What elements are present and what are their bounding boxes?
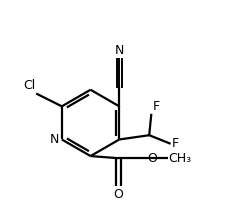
Text: CH₃: CH₃: [168, 152, 191, 165]
Text: O: O: [146, 152, 156, 165]
Text: F: F: [152, 100, 159, 113]
Text: F: F: [171, 137, 178, 150]
Text: N: N: [50, 133, 59, 146]
Text: O: O: [113, 188, 123, 201]
Text: N: N: [114, 44, 123, 57]
Text: Cl: Cl: [23, 79, 35, 92]
